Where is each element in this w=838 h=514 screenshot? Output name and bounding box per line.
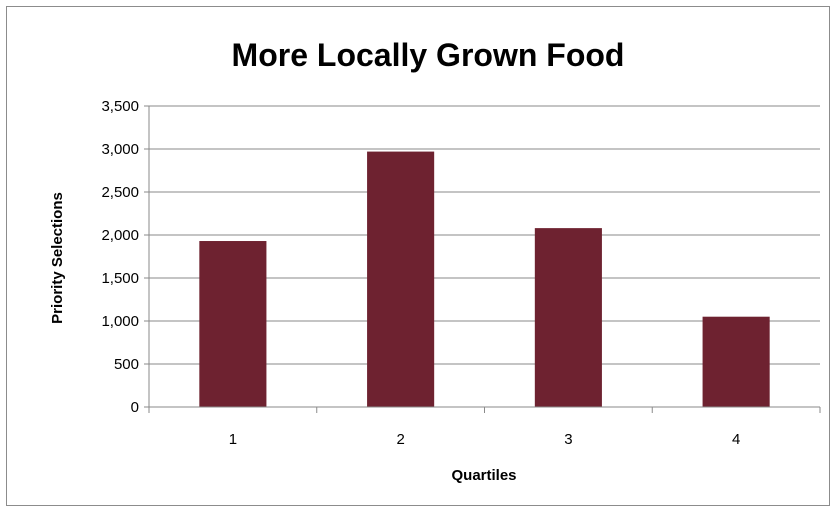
y-tick-label: 1,500 [101,270,139,287]
y-axis-ticks: 0 500 1,000 1,500 2,000 2,500 3,000 3,500 [101,98,149,416]
y-tick-label: 3,000 [101,141,139,158]
y-tick-label: 0 [131,399,139,416]
x-axis-ticks: 1 2 3 4 [148,407,821,448]
y-tick-label: 2,500 [101,184,139,201]
bar [367,151,435,407]
bar [534,228,602,407]
bar [199,241,267,407]
chart-title: More Locally Grown Food [232,37,625,73]
x-axis-label: Quartiles [451,467,516,484]
x-tick-label: 3 [564,431,572,448]
y-tick-label: 3,500 [101,98,139,115]
x-tick-label: 1 [229,431,237,448]
x-tick-label: 2 [396,431,404,448]
y-axis-label: Priority Selections [49,192,66,324]
bars [199,151,770,407]
y-tick-label: 2,000 [101,227,139,244]
bar [702,316,770,407]
x-tick-label: 4 [732,431,740,448]
y-tick-label: 500 [114,356,139,373]
y-tick-label: 1,000 [101,313,139,330]
